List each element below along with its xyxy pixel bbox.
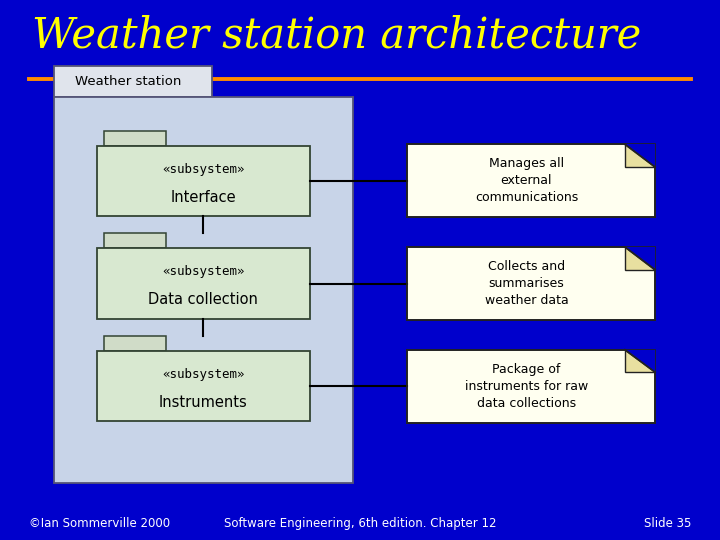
FancyBboxPatch shape	[104, 336, 166, 351]
Polygon shape	[625, 350, 655, 373]
Text: Collects and
summarises
weather data: Collects and summarises weather data	[485, 260, 568, 307]
FancyBboxPatch shape	[54, 66, 212, 97]
FancyBboxPatch shape	[104, 131, 166, 146]
FancyBboxPatch shape	[407, 247, 655, 320]
Polygon shape	[625, 247, 655, 270]
FancyBboxPatch shape	[54, 97, 353, 483]
Text: Package of
instruments for raw
data collections: Package of instruments for raw data coll…	[465, 362, 588, 410]
Text: Interface: Interface	[171, 190, 236, 205]
FancyBboxPatch shape	[97, 146, 310, 216]
Text: Weather station architecture: Weather station architecture	[32, 15, 642, 57]
FancyBboxPatch shape	[97, 248, 310, 319]
Text: Manages all
external
communications: Manages all external communications	[474, 157, 578, 205]
Text: Weather station: Weather station	[76, 75, 181, 88]
Text: Instruments: Instruments	[159, 395, 248, 410]
Text: «subsystem»: «subsystem»	[162, 265, 245, 278]
Polygon shape	[625, 350, 655, 373]
Text: «subsystem»: «subsystem»	[162, 163, 245, 176]
FancyBboxPatch shape	[407, 144, 655, 217]
Text: Software Engineering, 6th edition. Chapter 12: Software Engineering, 6th edition. Chapt…	[224, 517, 496, 530]
Text: Data collection: Data collection	[148, 292, 258, 307]
Text: Slide 35: Slide 35	[644, 517, 691, 530]
Polygon shape	[625, 247, 655, 270]
Polygon shape	[625, 144, 655, 167]
Polygon shape	[625, 144, 655, 167]
Text: ©Ian Sommerville 2000: ©Ian Sommerville 2000	[29, 517, 170, 530]
FancyBboxPatch shape	[97, 351, 310, 421]
Text: «subsystem»: «subsystem»	[162, 368, 245, 381]
FancyBboxPatch shape	[104, 233, 166, 248]
FancyBboxPatch shape	[407, 350, 655, 422]
